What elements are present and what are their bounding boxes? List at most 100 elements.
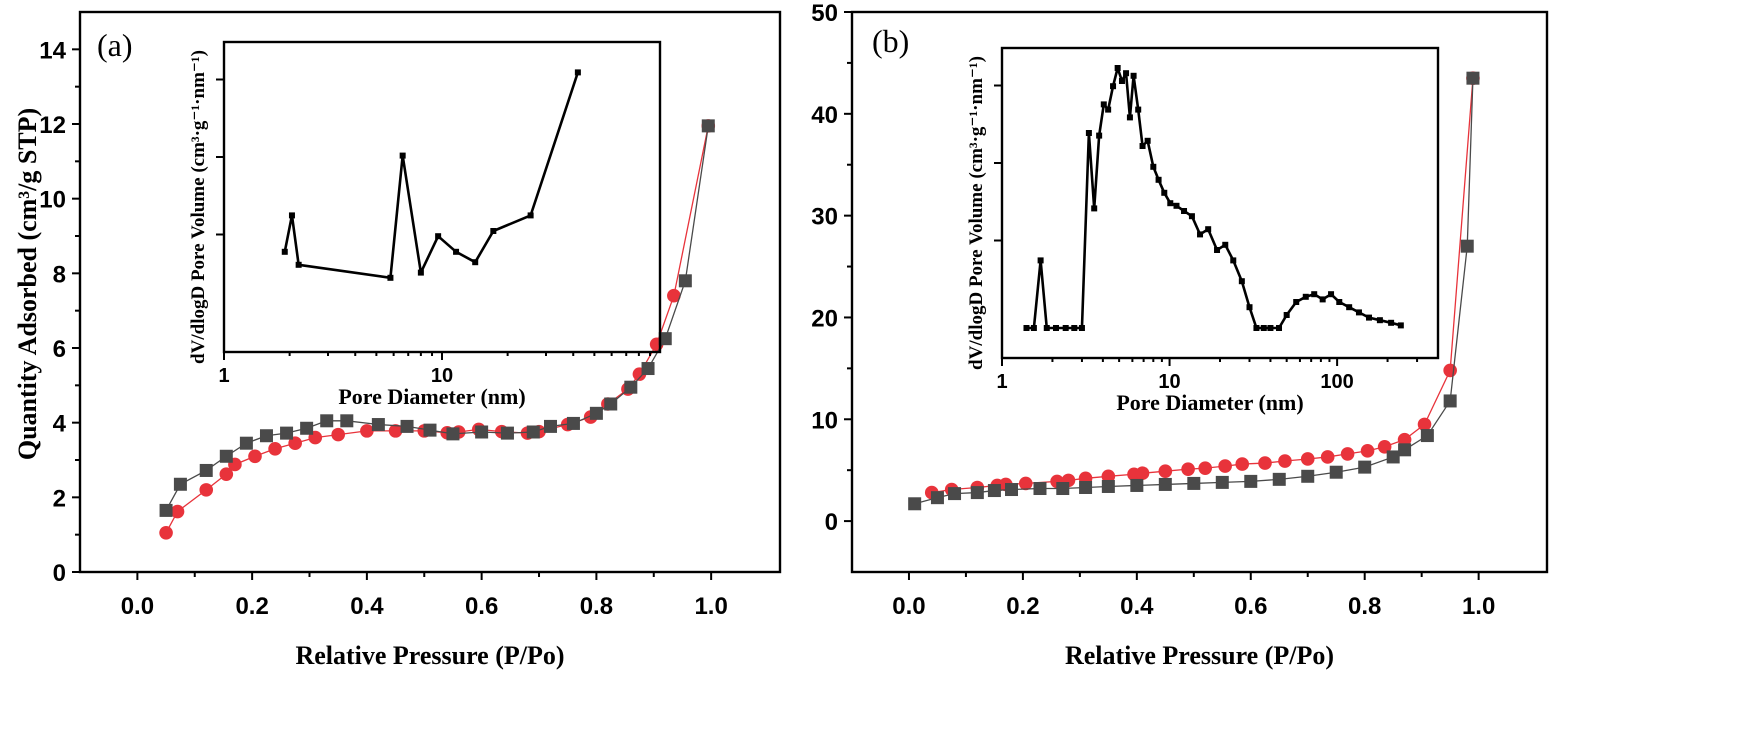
data-point-desorption	[1158, 464, 1173, 479]
data-point-desorption	[388, 424, 403, 438]
data-point-desorption	[1235, 457, 1250, 471]
inset-data-point	[1376, 317, 1383, 324]
inset-data-point	[1328, 291, 1335, 298]
data-point-desorption	[248, 449, 262, 464]
x-tick-label: 0.6	[465, 593, 498, 620]
data-point-adsorption	[446, 427, 460, 441]
inset-data-point	[1150, 163, 1157, 170]
inset-data-point	[1100, 101, 1107, 108]
inset-data-point	[1155, 176, 1162, 183]
data-point-desorption	[1135, 466, 1150, 481]
data-point-adsorption	[566, 416, 580, 430]
x-tick-label: 1.0	[1462, 593, 1495, 620]
inset-x-axis-title: Pore Diameter (nm)	[338, 384, 525, 409]
data-point-adsorption	[908, 497, 922, 511]
inset-data-point	[1283, 312, 1290, 318]
data-point-adsorption	[604, 397, 618, 411]
data-point-desorption	[667, 288, 681, 303]
panel-label: (a)	[97, 27, 133, 63]
x-tick-label: 0.8	[580, 593, 613, 620]
data-point-desorption	[1360, 444, 1375, 458]
inset-data-point	[472, 259, 479, 266]
data-point-desorption	[159, 526, 173, 540]
data-point-desorption	[1218, 459, 1232, 473]
inset-data-point	[1118, 78, 1125, 84]
data-point-desorption	[1198, 461, 1212, 475]
x-tick-label: 1.0	[694, 593, 727, 620]
inset-data-point	[1114, 65, 1121, 71]
inset-plot: 1 10 100 Pore Diameter (nm) dV/dlogD Pore Vo…	[966, 46, 1440, 415]
y-tick-label: 0	[825, 509, 838, 536]
data-point-adsorption	[624, 380, 638, 394]
data-point-adsorption	[423, 423, 437, 437]
inset-data-point	[1167, 200, 1174, 207]
inset-data-point	[1096, 132, 1103, 139]
inset-data-point	[1197, 231, 1204, 238]
y-tick-label: 4	[53, 411, 67, 438]
data-point-adsorption	[1187, 476, 1201, 490]
inset-data-point	[1030, 325, 1037, 331]
data-point-desorption	[1018, 476, 1033, 491]
plot-frame	[850, 10, 1549, 574]
y-tick-label: 10	[811, 407, 838, 434]
y-tick-label: 30	[811, 204, 838, 231]
data-point-adsorption	[400, 419, 414, 433]
y-tick-label: 8	[53, 261, 66, 288]
x-tick-label: 0.2	[235, 593, 268, 620]
inset-data-point	[1037, 257, 1044, 264]
inset-y-axis-title: dV/dlogD Pore Volume (cm³·g⁻¹·nm⁻¹)	[188, 50, 209, 364]
data-point-desorption	[199, 483, 214, 497]
inset-data-point	[295, 261, 302, 268]
inset-data-point	[1246, 304, 1253, 311]
inset-data-point	[1181, 208, 1188, 214]
inset-data-point	[527, 212, 534, 219]
data-point-adsorption	[1005, 483, 1019, 497]
data-point-adsorption	[948, 487, 962, 501]
inset-data-point	[1260, 325, 1267, 331]
series-line-desorption	[165, 125, 709, 534]
inset-series-line	[283, 71, 580, 280]
inset-data-point	[1110, 83, 1117, 90]
x-tick-label: 0.2	[1006, 593, 1039, 620]
data-point-adsorption	[475, 425, 489, 439]
data-point-desorption	[288, 436, 302, 451]
inset-data-point	[1222, 241, 1229, 248]
series-line-adsorption	[914, 78, 1474, 505]
data-point-adsorption	[320, 414, 334, 428]
inset-data-point	[490, 228, 497, 234]
data-point-desorption	[1300, 452, 1315, 466]
panel-a: 0.0 0.2 0.4 0.6 0.8 1.0 0 2 4 6 8 10 12 14 Relative Pr…	[13, 10, 782, 670]
inset-data-point	[1091, 205, 1098, 212]
inset-data-point	[417, 269, 424, 276]
data-point-desorption	[1320, 450, 1335, 464]
data-point-adsorption	[159, 503, 173, 517]
x-tick-label: 0.0	[892, 593, 925, 620]
y-tick-label: 14	[39, 37, 66, 64]
data-point-desorption	[1443, 363, 1457, 378]
x-tick-label: 0.4	[1120, 593, 1154, 620]
inset-data-point	[1023, 325, 1030, 331]
inset-data-point	[1130, 72, 1137, 79]
inset-x-tick-label: 1	[996, 371, 1007, 393]
data-point-adsorption	[526, 425, 540, 439]
inset-data-point	[1267, 325, 1274, 331]
inset-x-tick-label: 100	[1320, 371, 1353, 393]
data-point-desorption	[1377, 439, 1392, 454]
x-tick-label: 0.0	[121, 593, 154, 620]
y-tick-label: 20	[811, 305, 838, 332]
inset-data-point	[1071, 325, 1078, 331]
data-point-adsorption	[678, 274, 692, 288]
y-tick-label: 0	[53, 560, 66, 587]
data-point-adsorption	[1329, 465, 1343, 479]
data-point-adsorption	[371, 418, 385, 432]
data-point-adsorption	[173, 477, 187, 491]
data-point-adsorption	[1272, 472, 1286, 486]
inset-data-point	[1397, 322, 1404, 329]
data-point-adsorption	[1215, 475, 1229, 489]
inset-data-point	[1078, 325, 1085, 331]
inset-data-point	[288, 212, 295, 219]
series-desorption	[924, 71, 1480, 500]
data-point-desorption	[331, 427, 345, 442]
inset-data-point	[1230, 257, 1237, 264]
inset-data-point	[1276, 325, 1283, 331]
